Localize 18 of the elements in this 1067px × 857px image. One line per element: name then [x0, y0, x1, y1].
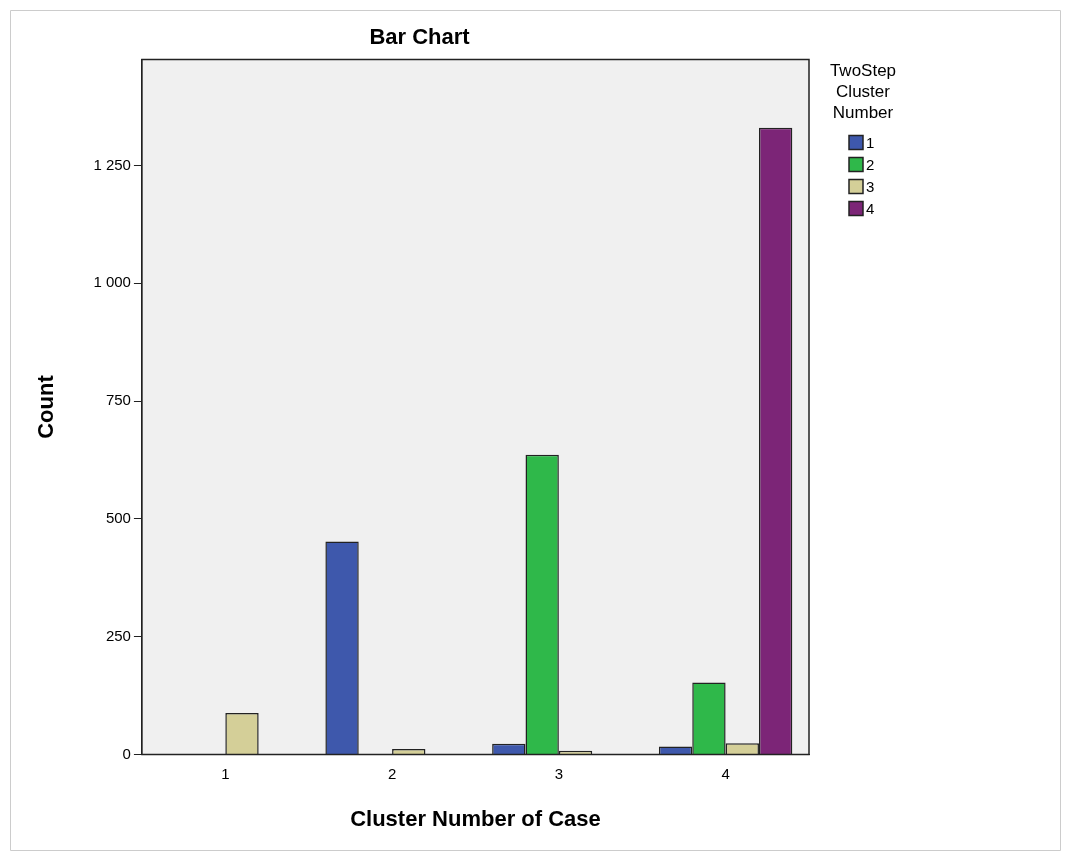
legend-label: 4	[866, 199, 875, 217]
y-tick-label: 1 000	[93, 273, 131, 291]
x-tick-label: 2	[387, 764, 397, 782]
y-tick-label: 250	[105, 626, 131, 644]
y-tick-label: 0	[122, 744, 131, 762]
x-tick-label: 4	[721, 764, 730, 782]
legend-title: TwoStep Cluster Number	[829, 61, 897, 123]
y-tick-label: 1 250	[93, 155, 131, 173]
y-tick-label: 750	[105, 391, 131, 409]
y-tick-label: 500	[105, 509, 131, 527]
y-axis-title: Count	[33, 374, 59, 439]
x-axis-title: Cluster Number of Case	[350, 805, 601, 831]
x-tick-label: 3	[554, 764, 564, 782]
legend-label: 2	[866, 155, 875, 173]
legend-label: 1	[866, 133, 875, 151]
x-tick-label: 1	[221, 764, 230, 782]
chart-title: Bar Chart	[369, 24, 471, 50]
legend-label: 3	[866, 177, 875, 195]
